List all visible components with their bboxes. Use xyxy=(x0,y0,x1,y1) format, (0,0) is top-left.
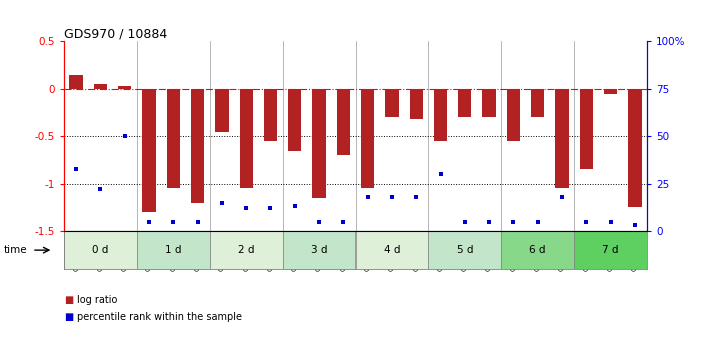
Bar xyxy=(385,89,399,117)
Bar xyxy=(356,231,428,269)
Text: percentile rank within the sample: percentile rank within the sample xyxy=(77,313,242,322)
Bar xyxy=(64,231,137,269)
Bar xyxy=(458,89,471,117)
Bar xyxy=(215,89,228,131)
Text: 5 d: 5 d xyxy=(456,245,473,255)
Bar xyxy=(501,231,574,269)
Text: 6 d: 6 d xyxy=(530,245,546,255)
Text: 3 d: 3 d xyxy=(311,245,327,255)
Bar xyxy=(118,86,132,89)
Text: ■: ■ xyxy=(64,313,73,322)
Bar xyxy=(579,89,593,169)
Bar xyxy=(166,89,180,188)
Text: 0 d: 0 d xyxy=(92,245,109,255)
Bar xyxy=(94,84,107,89)
Bar xyxy=(555,89,569,188)
Text: 7 d: 7 d xyxy=(602,245,619,255)
Bar xyxy=(410,89,423,119)
Bar xyxy=(629,89,641,207)
Text: 4 d: 4 d xyxy=(384,245,400,255)
Bar xyxy=(210,231,282,269)
Text: GDS970 / 10884: GDS970 / 10884 xyxy=(64,27,167,40)
Bar xyxy=(604,89,617,93)
Bar xyxy=(483,89,496,117)
Text: ■: ■ xyxy=(64,295,73,305)
Text: 2 d: 2 d xyxy=(238,245,255,255)
Bar xyxy=(337,89,350,155)
Text: time: time xyxy=(4,245,27,255)
Bar xyxy=(312,89,326,198)
Bar xyxy=(288,89,301,150)
Bar xyxy=(240,89,253,188)
Bar xyxy=(137,231,210,269)
Text: 1 d: 1 d xyxy=(165,245,181,255)
Bar xyxy=(434,89,447,141)
Bar xyxy=(574,231,647,269)
Bar xyxy=(191,89,204,203)
Bar xyxy=(507,89,520,141)
Bar xyxy=(531,89,545,117)
Text: log ratio: log ratio xyxy=(77,295,117,305)
Bar xyxy=(361,89,374,188)
Bar xyxy=(428,231,501,269)
Bar xyxy=(70,75,82,89)
Bar xyxy=(264,89,277,141)
Bar xyxy=(142,89,156,212)
Bar xyxy=(282,231,356,269)
